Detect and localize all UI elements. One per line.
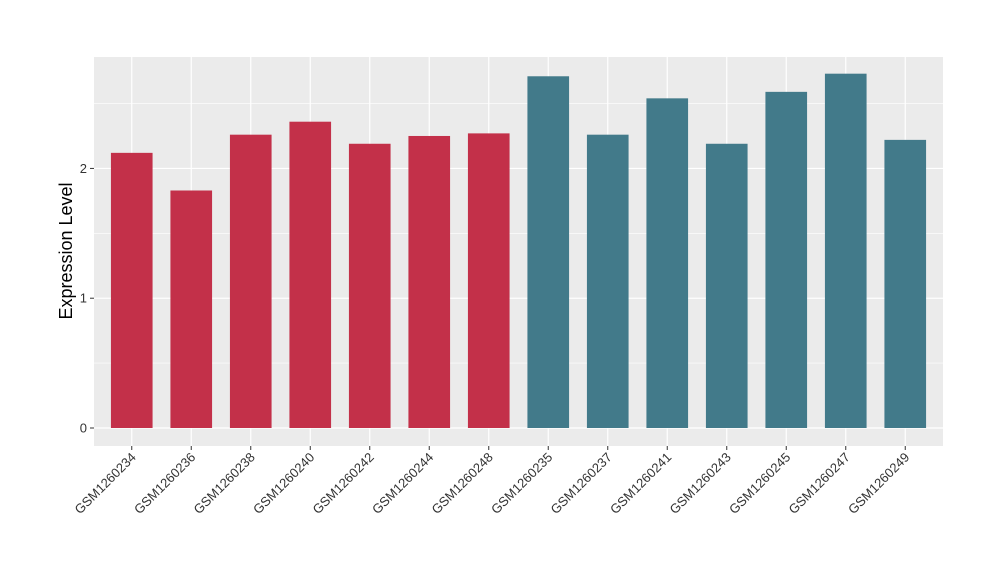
bar-GSM1260244	[408, 135, 451, 428]
x-tick-label: GSM1260240	[250, 450, 317, 517]
x-tick-label: GSM1260241	[607, 450, 674, 517]
y-axis: 0 1 2	[80, 161, 94, 436]
bar-GSM1260238	[229, 134, 272, 428]
bar-GSM1260235	[527, 76, 570, 428]
bar-GSM1260240	[289, 121, 332, 429]
bar-GSM1260242	[348, 143, 391, 428]
x-tick-label: GSM1260247	[786, 450, 853, 517]
x-tick-label: GSM1260237	[548, 450, 615, 517]
y-tick-label: 0	[80, 421, 87, 436]
x-tick-label: GSM1260245	[726, 450, 793, 517]
bars	[110, 73, 927, 429]
bar-GSM1260249	[884, 139, 927, 428]
y-axis-title: Expression Level	[56, 182, 76, 319]
bar-GSM1260243	[705, 143, 748, 428]
bar-GSM1260236	[170, 190, 213, 428]
x-tick-label: GSM1260242	[310, 450, 377, 517]
x-tick-label: GSM1260244	[369, 450, 436, 517]
y-tick-label: 1	[80, 291, 87, 306]
x-tick-label: GSM1260243	[667, 450, 734, 517]
bar-GSM1260237	[586, 134, 629, 428]
bar-GSM1260247	[824, 73, 867, 429]
y-tick-label: 2	[80, 161, 87, 176]
bar-GSM1260241	[646, 98, 689, 428]
x-tick-label: GSM1260238	[191, 450, 258, 517]
x-tick-label: GSM1260248	[429, 450, 496, 517]
bar-GSM1260248	[467, 133, 510, 428]
bar-GSM1260234	[110, 152, 153, 428]
x-tick-label: GSM1260249	[845, 450, 912, 517]
plot-panel	[94, 57, 943, 446]
x-tick-label: GSM1260236	[131, 450, 198, 517]
x-axis: GSM1260234GSM1260236GSM1260238GSM1260240…	[72, 446, 912, 517]
x-tick-label: GSM1260235	[488, 450, 555, 517]
x-tick-label: GSM1260234	[72, 450, 139, 517]
bar-GSM1260245	[765, 91, 808, 428]
